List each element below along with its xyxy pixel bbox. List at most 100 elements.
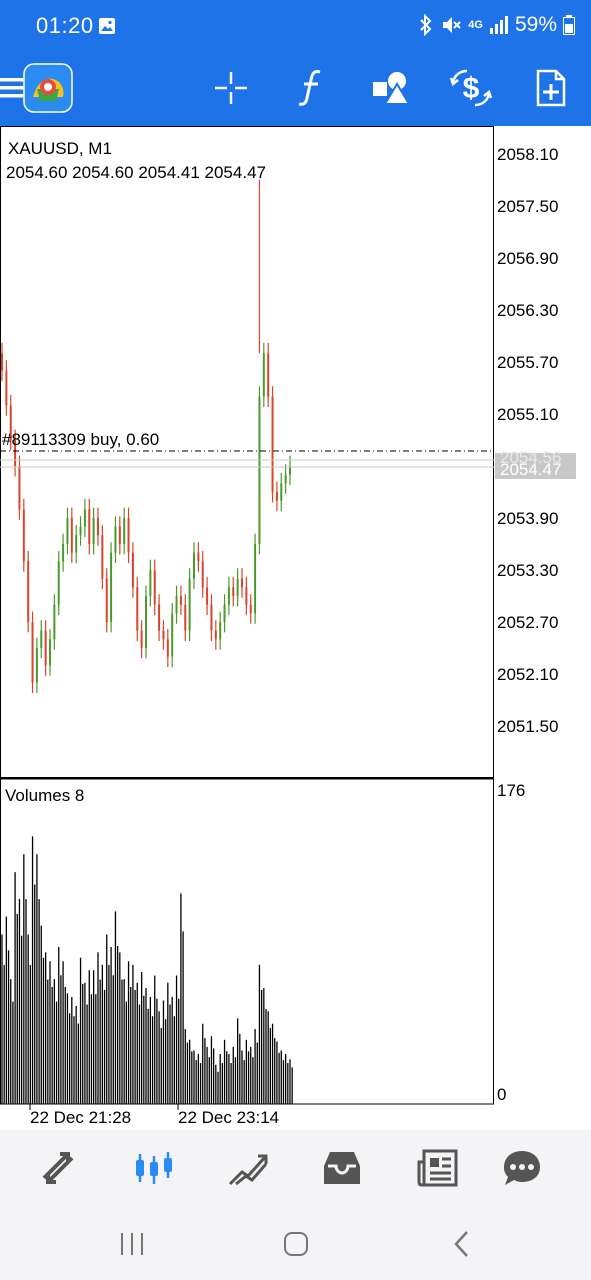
- chat-icon: [504, 1151, 540, 1185]
- price-tick-label: 2053.30: [497, 561, 558, 580]
- nav-chart[interactable]: [128, 1144, 180, 1192]
- candle-body: [206, 587, 209, 605]
- recents-button[interactable]: [102, 1224, 162, 1264]
- candle-body: [275, 492, 278, 501]
- candle-body: [201, 561, 204, 588]
- candle-body: [232, 587, 235, 596]
- candle-body: [70, 518, 73, 553]
- candles: [1, 180, 291, 694]
- price-tick-label: 2052.10: [497, 665, 558, 684]
- symbol-timeframe: XAUUSD, M1: [8, 139, 112, 158]
- candle-body: [166, 639, 169, 657]
- candle-body: [44, 630, 47, 666]
- crosshair-icon: [215, 72, 247, 104]
- candle-body: [249, 604, 252, 614]
- candle-body: [284, 474, 287, 484]
- candle-body: [236, 578, 239, 596]
- bottom-nav: [0, 1130, 591, 1206]
- candle-body: [162, 630, 165, 640]
- candle-body: [227, 587, 230, 605]
- volumes-label: Volumes 8: [5, 786, 84, 805]
- candle-body: [9, 405, 12, 440]
- candle-body: [114, 526, 117, 553]
- chart-area[interactable]: XAUUSD, M1 2054.60 2054.60 2054.41 2054.…: [0, 126, 591, 1130]
- candle-body: [214, 630, 217, 640]
- candle-body: [110, 552, 113, 622]
- candle-body: [18, 466, 21, 510]
- back-button[interactable]: [432, 1224, 492, 1264]
- app-logo-button[interactable]: [22, 62, 74, 114]
- candle-body: [219, 622, 222, 640]
- network-type: 4G: [468, 18, 483, 31]
- candle-body: [35, 648, 38, 683]
- chart-toolbar: $: [0, 52, 591, 126]
- nav-history[interactable]: [316, 1144, 368, 1192]
- order-label: #89113309 buy, 0.60: [2, 430, 159, 449]
- candle-body: [131, 552, 134, 588]
- price-chart[interactable]: XAUUSD, M1 2054.60 2054.60 2054.41 2054.…: [0, 126, 591, 1130]
- volume-min-tick: 0: [497, 1085, 506, 1104]
- candle-body: [188, 578, 191, 631]
- candle-body: [40, 630, 43, 648]
- candle-body: [197, 552, 200, 562]
- nav-news[interactable]: [412, 1144, 464, 1192]
- back-icon: [454, 1231, 468, 1257]
- price-tick-label: 2055.10: [497, 405, 558, 424]
- bluetooth-icon: [420, 14, 432, 36]
- new-order-icon: [536, 69, 566, 107]
- candle-body: [258, 396, 261, 544]
- candle-body: [223, 604, 226, 622]
- price-tick-label: 2058.10: [497, 145, 558, 164]
- objects-button[interactable]: [365, 62, 417, 114]
- price-tick-label: 2055.70: [497, 353, 558, 372]
- home-button[interactable]: [266, 1224, 326, 1264]
- candle-body: [267, 353, 270, 397]
- candle-body: [184, 604, 187, 631]
- candle-body: [145, 596, 147, 648]
- nav-chat[interactable]: [496, 1144, 548, 1192]
- crosshair-button[interactable]: [205, 62, 257, 114]
- trade-button[interactable]: $: [445, 62, 497, 114]
- nav-quotes[interactable]: [32, 1144, 84, 1192]
- nav-trade[interactable]: [222, 1144, 274, 1192]
- candle-body: [79, 526, 82, 536]
- candle-body: [1, 353, 3, 371]
- candle-body: [158, 604, 161, 631]
- candle-body: [49, 639, 51, 666]
- status-time: 01:20: [36, 13, 94, 38]
- candle-body: [22, 509, 25, 562]
- recents-icon: [121, 1233, 143, 1255]
- candle-body: [53, 604, 56, 640]
- candle-body: [118, 526, 121, 544]
- menu-button[interactable]: [0, 62, 38, 114]
- battery-icon: [563, 15, 575, 35]
- candle-body: [245, 587, 248, 605]
- candle-body: [66, 518, 69, 544]
- price-tick-label: 2053.90: [497, 509, 558, 528]
- battery-percent: 59%: [514, 13, 557, 36]
- svg-text:$: $: [463, 72, 480, 105]
- price-tick-label: 2057.50: [497, 197, 558, 216]
- indicators-icon: [298, 70, 321, 106]
- new-order-button[interactable]: [525, 62, 577, 114]
- home-icon: [284, 1232, 308, 1256]
- candle-body: [179, 596, 182, 605]
- price-tick-label: 2052.70: [497, 613, 558, 632]
- candle-body: [105, 578, 108, 622]
- history-icon: [324, 1152, 360, 1184]
- candle-body: [27, 561, 30, 622]
- current-price-tag: [495, 453, 576, 479]
- current-price-label: 2054.47: [500, 460, 561, 479]
- indicators-button[interactable]: [285, 62, 337, 114]
- candle-body: [97, 518, 99, 536]
- menu-icon: [0, 78, 27, 98]
- volume-bars: [1, 836, 293, 1104]
- candle-body: [210, 604, 213, 631]
- candle-body: [57, 561, 60, 605]
- objects-icon: [373, 72, 411, 105]
- candle-body: [83, 509, 86, 527]
- system-nav: [0, 1206, 591, 1280]
- price-tick-label: 2056.30: [497, 301, 558, 320]
- candle-body: [14, 440, 17, 466]
- candle-body: [31, 622, 34, 683]
